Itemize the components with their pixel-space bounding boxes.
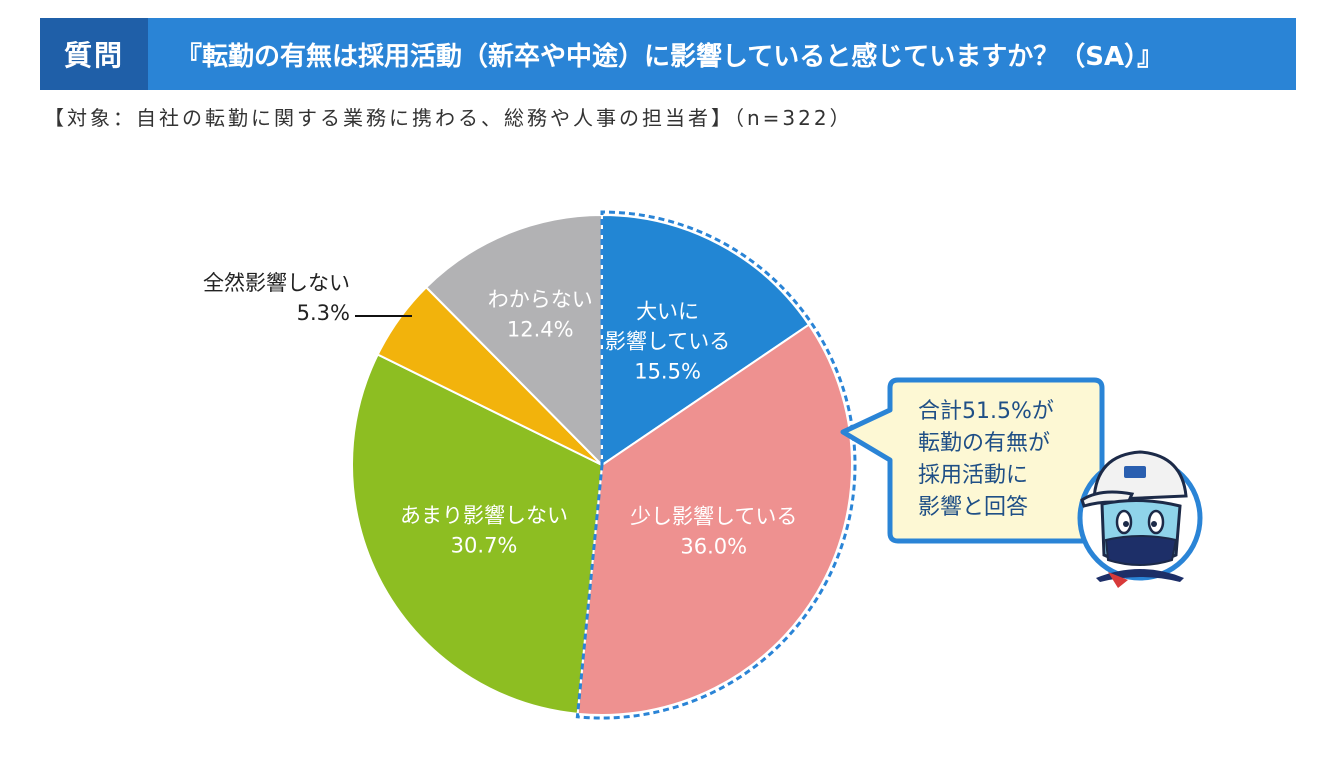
mascot-icon [1077, 450, 1203, 588]
callout-line-2: 転勤の有無が [918, 431, 1050, 456]
callout-line-4: 影響と回答 [918, 495, 1028, 520]
slice-value-label-2: 36.0% [680, 534, 747, 558]
callout-line-1: 合計51.5%が [918, 399, 1054, 424]
slice-value-label-1: 15.5% [634, 359, 701, 383]
question-tag: 質問 [40, 18, 148, 90]
pie-slice-5 [424, 213, 603, 468]
question-title: 『転勤の有無は採用活動（新卒や中途）に影響していると感じていますか？（SA）』 [176, 41, 1164, 72]
callout-box: 合計51.5%が 転勤の有無が 採用活動に 影響と回答 [840, 377, 1105, 544]
slice-name-label-2: 少し影響している [630, 504, 797, 528]
callout-line-3: 採用活動に [918, 463, 1028, 488]
slice-name-label-5: わからない [488, 288, 593, 312]
question-header: 質問 『転勤の有無は採用活動（新卒や中途）に影響していると感じていますか？（SA… [40, 18, 1296, 90]
target-subtitle: 【対象：自社の転勤に関する業務に携わる、総務や人事の担当者】（n=322） [44, 106, 853, 130]
slice-value-label-4: 5.3% [297, 301, 350, 325]
slice-value-label-3: 30.7% [451, 534, 518, 558]
pie-slice-2 [576, 323, 853, 716]
highlight-dashed-outline [575, 210, 857, 720]
slice-name-label-1: 影響している [605, 329, 730, 353]
slice-value-label-5: 12.4% [507, 318, 574, 342]
slice-name-label-1: 大いに [636, 299, 699, 323]
slice-name-label-4: 全然影響しない [203, 271, 350, 295]
pie-slices [351, 213, 853, 716]
slice-name-label-3: あまり影響しない [400, 504, 568, 528]
callout-bubble [840, 377, 1105, 544]
pie-slice-3 [351, 353, 604, 715]
pie-slice-1 [601, 213, 811, 467]
